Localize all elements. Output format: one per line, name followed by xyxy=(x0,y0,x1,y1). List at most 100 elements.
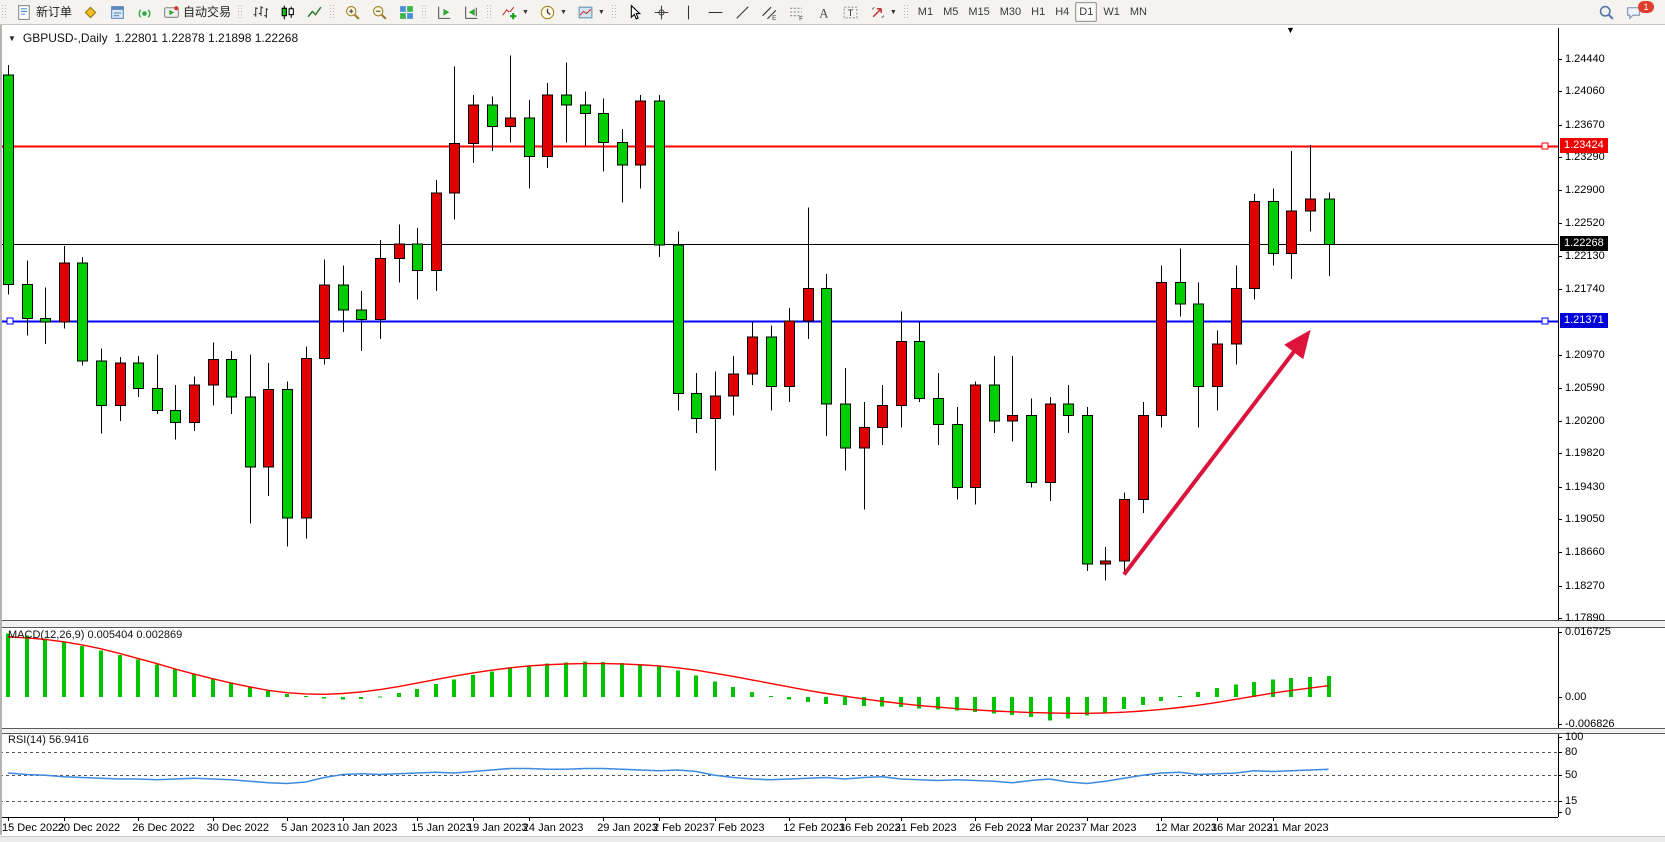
toolbar-grip[interactable] xyxy=(611,4,617,20)
macd-histogram-bar xyxy=(1289,677,1293,697)
horizontal-line-button[interactable] xyxy=(703,2,728,23)
macd-histogram-bar xyxy=(1234,684,1238,697)
toolbar-grip[interactable] xyxy=(2,4,7,20)
timeframe-h4[interactable]: H4 xyxy=(1051,2,1073,22)
timeframe-w1[interactable]: W1 xyxy=(1099,2,1124,22)
trendline-button[interactable] xyxy=(730,2,755,23)
candlestick xyxy=(338,284,349,311)
date-axis-label: 29 Jan 2023 xyxy=(597,822,658,834)
signals-button[interactable] xyxy=(132,2,157,23)
indicators-menu-button[interactable]: ▼ xyxy=(497,2,533,23)
templates-menu-button[interactable]: ▼ xyxy=(573,2,609,23)
equidistant-channel-button[interactable]: E xyxy=(757,2,782,23)
line-handle[interactable] xyxy=(1541,317,1549,325)
chart-shift-marker[interactable]: ▼ xyxy=(1286,25,1295,35)
macd-signal-line xyxy=(7,636,1329,715)
toolbar-grip[interactable] xyxy=(238,4,244,20)
date-axis-label: 21 Feb 2023 xyxy=(894,822,957,834)
tile-windows-button[interactable] xyxy=(394,2,419,23)
autotrading-button[interactable]: 自动交易 xyxy=(159,2,235,23)
macd-histogram-bar xyxy=(471,675,475,697)
candlestick xyxy=(394,243,405,260)
zoom-in-button[interactable] xyxy=(340,2,365,23)
new-order-button[interactable]: 新订单 xyxy=(12,2,76,23)
button-label: H4 xyxy=(1055,6,1070,18)
periods-menu-button[interactable]: ▼ xyxy=(535,2,571,23)
line-chart-button[interactable] xyxy=(302,2,327,23)
cursor-button[interactable] xyxy=(622,2,647,23)
chart-shift-button[interactable] xyxy=(459,2,484,23)
market-watch-button[interactable] xyxy=(78,2,103,23)
arrows-menu-button[interactable]: ▼ xyxy=(865,2,901,23)
crosshair-icon xyxy=(653,4,670,21)
toolbar-grip[interactable] xyxy=(903,4,909,20)
toolbar-grip[interactable] xyxy=(422,4,428,20)
community-chat-button[interactable]: 1 xyxy=(1621,1,1658,23)
zoom-out-button[interactable] xyxy=(367,2,392,23)
dropdown-caret-icon[interactable]: ▼ xyxy=(597,8,605,16)
line-handle[interactable] xyxy=(6,317,14,325)
toolbar-grip[interactable] xyxy=(487,4,493,20)
candlestick-button[interactable] xyxy=(275,2,300,23)
candlestick xyxy=(859,427,870,449)
panel-splitter[interactable] xyxy=(0,620,1665,628)
candlestick xyxy=(505,117,516,127)
date-axis-label: 21 Mar 2023 xyxy=(1266,822,1329,834)
panel-splitter[interactable] xyxy=(0,728,1665,734)
candlestick xyxy=(580,104,591,115)
dropdown-caret-icon[interactable]: ▼ xyxy=(559,8,567,16)
candlestick xyxy=(375,258,386,320)
dropdown-caret-icon[interactable]: ▼ xyxy=(889,8,897,16)
candlestick xyxy=(468,104,479,144)
fibonacci-button[interactable]: F xyxy=(784,2,809,23)
macd-histogram-bar xyxy=(341,697,345,700)
date-axis-label: 26 Feb 2023 xyxy=(969,822,1031,834)
price-axis-tick-label: 1.24440 xyxy=(1565,53,1605,65)
candlestick xyxy=(673,244,684,395)
macd-histogram-bar xyxy=(973,697,977,712)
line-handle[interactable] xyxy=(6,142,14,150)
timeframe-m5[interactable]: M5 xyxy=(939,2,962,22)
timeframe-m30[interactable]: M30 xyxy=(996,2,1025,22)
auto-scroll-button[interactable] xyxy=(432,2,457,23)
candlestick xyxy=(115,362,126,406)
data-window-button[interactable] xyxy=(105,2,130,23)
macd-histogram-bar xyxy=(508,668,512,697)
bar-chart-button[interactable] xyxy=(248,2,273,23)
candlestick xyxy=(933,398,944,425)
text-label-button[interactable]: T xyxy=(838,2,863,23)
line-handle[interactable] xyxy=(1541,142,1549,150)
auto-scroll-icon xyxy=(436,4,453,21)
macd-histogram-bar xyxy=(1327,676,1331,697)
timeframe-m1[interactable]: M1 xyxy=(914,2,937,22)
price-badge: 1.21371 xyxy=(1560,312,1608,328)
text-button[interactable]: A xyxy=(811,2,836,23)
macd-histogram-bar xyxy=(1066,697,1070,719)
candlestick xyxy=(1175,282,1186,305)
vertical-line-button[interactable] xyxy=(676,2,701,23)
timeframe-mn[interactable]: MN xyxy=(1126,2,1151,22)
timeframe-h1[interactable]: H1 xyxy=(1027,2,1049,22)
candlestick xyxy=(319,284,330,360)
macd-axis-tick-label: 0.016725 xyxy=(1565,625,1611,638)
dropdown-caret-icon[interactable]: ▼ xyxy=(522,8,529,16)
collapse-triangle-icon[interactable]: ▼ xyxy=(8,33,16,43)
candlestick xyxy=(3,74,14,285)
signals-icon xyxy=(136,4,153,21)
toolbar-grip[interactable] xyxy=(330,4,336,20)
timeframe-m15[interactable]: M15 xyxy=(964,2,993,22)
svg-text:E: E xyxy=(772,14,776,20)
macd-histogram-bar xyxy=(1215,688,1219,697)
candlestick xyxy=(22,283,33,319)
crosshair-button[interactable] xyxy=(649,2,674,23)
search-button[interactable] xyxy=(1594,2,1619,23)
rsi-axis-tick-label: 50 xyxy=(1565,768,1578,781)
button-label: 自动交易 xyxy=(183,5,232,19)
toolbar-group-zoom xyxy=(339,0,420,24)
timeframe-d1[interactable]: D1 xyxy=(1075,2,1098,22)
macd-histogram-bar xyxy=(899,697,903,708)
date-axis-label: 24 Jan 2023 xyxy=(522,822,584,834)
candlestick xyxy=(1100,560,1111,565)
search-icon xyxy=(1598,4,1615,21)
trend-arrow[interactable] xyxy=(1122,329,1311,576)
